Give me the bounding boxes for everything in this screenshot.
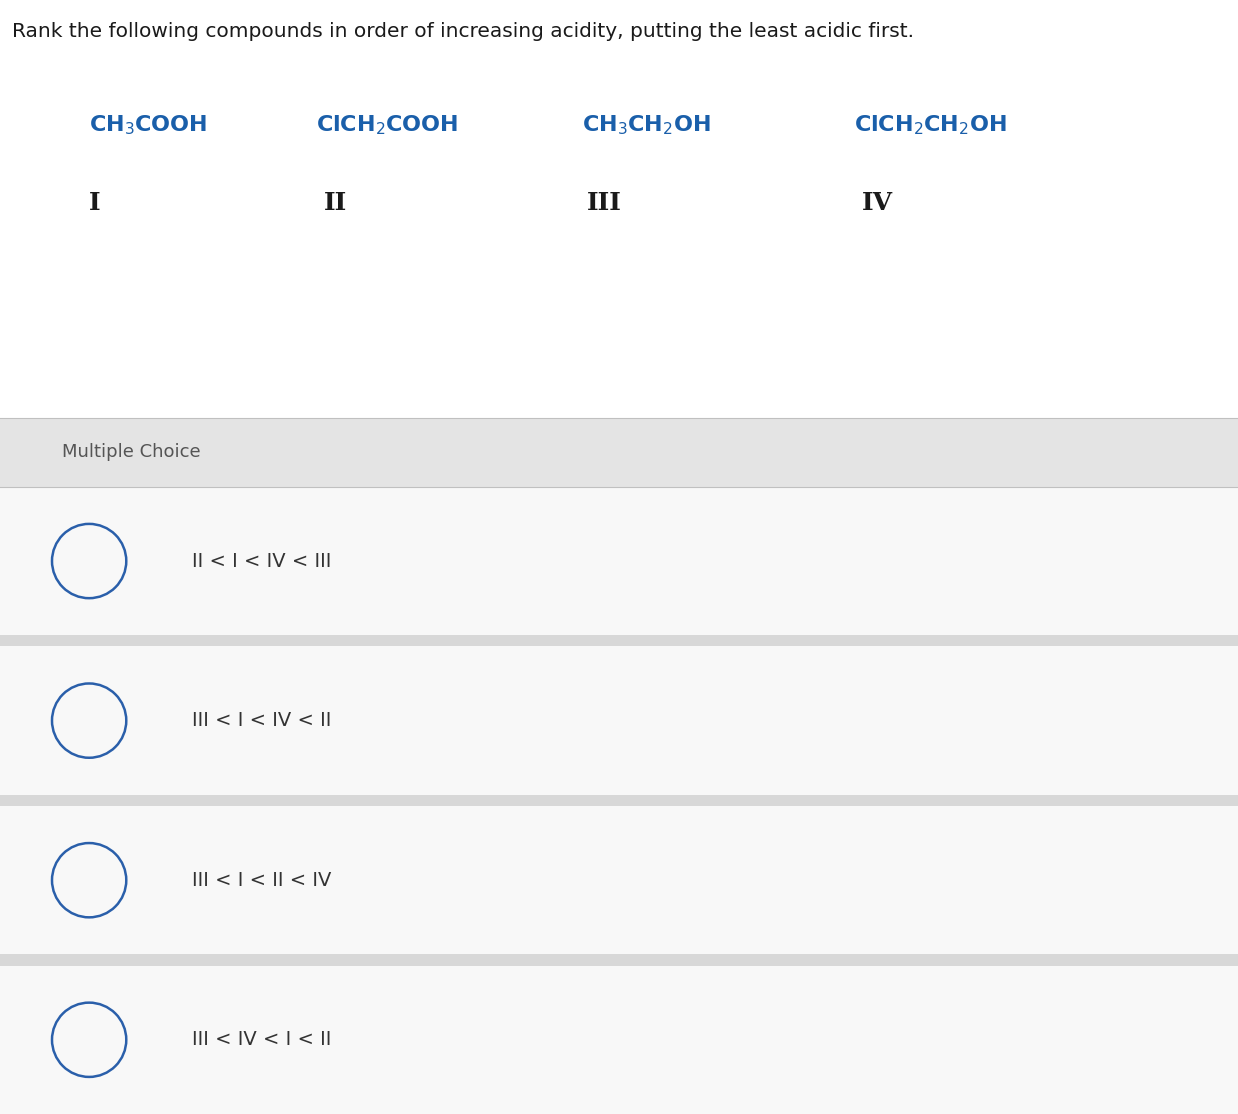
- Bar: [0, 0, 1238, 418]
- Text: III < I < IV < II: III < I < IV < II: [192, 711, 332, 730]
- Bar: [0, 418, 1238, 1114]
- Text: ClCH$_2$CH$_2$OH: ClCH$_2$CH$_2$OH: [854, 113, 1006, 137]
- Bar: [0, 955, 1238, 966]
- Bar: [0, 807, 1238, 955]
- Text: IV: IV: [862, 190, 893, 215]
- Text: III < IV < I < II: III < IV < I < II: [192, 1030, 332, 1049]
- Text: ClCH$_2$COOH: ClCH$_2$COOH: [316, 113, 458, 137]
- Text: CH$_3$COOH: CH$_3$COOH: [89, 113, 208, 137]
- Text: III < I < II < IV: III < I < II < IV: [192, 871, 332, 890]
- Text: Rank the following compounds in order of increasing acidity, putting the least a: Rank the following compounds in order of…: [12, 22, 915, 41]
- Bar: [0, 487, 1238, 635]
- Text: I: I: [89, 190, 100, 215]
- Bar: [0, 646, 1238, 795]
- Text: Multiple Choice: Multiple Choice: [62, 443, 201, 461]
- Bar: [0, 966, 1238, 1114]
- Bar: [0, 795, 1238, 807]
- Text: II < I < IV < III: II < I < IV < III: [192, 551, 332, 570]
- Text: III: III: [587, 190, 621, 215]
- Bar: [0, 635, 1238, 646]
- Text: II: II: [324, 190, 348, 215]
- Text: CH$_3$CH$_2$OH: CH$_3$CH$_2$OH: [582, 113, 711, 137]
